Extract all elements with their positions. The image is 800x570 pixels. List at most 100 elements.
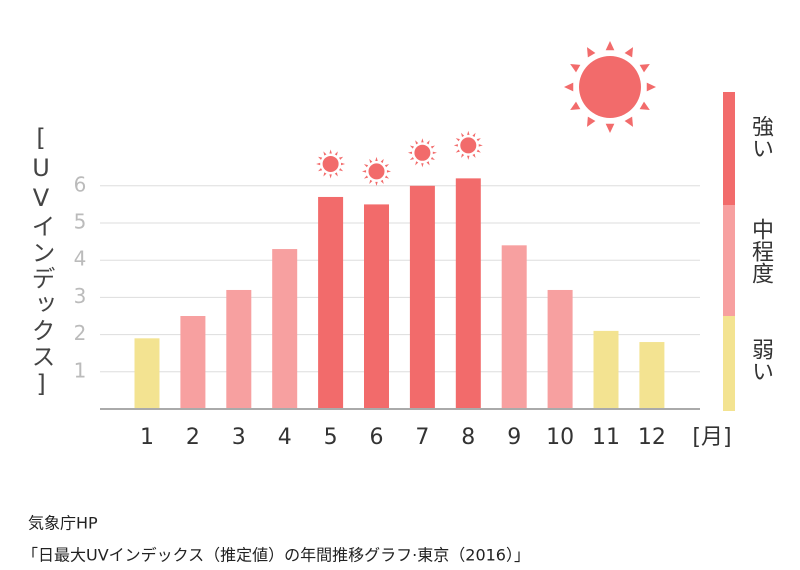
- bar: [180, 316, 206, 409]
- caption: 「日最大UVインデックス（推定値）の年間推移グラフ·東京（2016）」: [22, 546, 530, 565]
- sun-ray: [476, 149, 481, 153]
- sun-ray: [624, 47, 633, 58]
- sun-ray: [639, 64, 650, 73]
- sun-ray: [339, 168, 344, 172]
- sun-ray: [362, 170, 367, 173]
- sun-ray: [334, 172, 338, 177]
- sun-ray: [415, 161, 419, 166]
- sun-ray: [407, 151, 412, 155]
- sun-ray: [363, 164, 369, 168]
- source: 気象庁HP: [28, 514, 98, 533]
- sun-core: [368, 163, 385, 180]
- sun-ray: [380, 158, 384, 163]
- bar: [547, 289, 573, 409]
- sun-ray: [316, 162, 321, 166]
- sun-ray: [587, 47, 596, 58]
- y-tick-label: 1: [74, 358, 87, 382]
- sun-ray: [605, 123, 615, 133]
- sun-ray: [605, 41, 615, 51]
- sun-ray: [334, 151, 338, 156]
- sun-ray: [587, 116, 596, 127]
- sun-core: [579, 56, 641, 118]
- sun-ray: [386, 170, 391, 173]
- sun-ray: [624, 116, 633, 127]
- sun-ray: [455, 138, 460, 142]
- x-tick-label: 7: [415, 425, 429, 450]
- sun-ray: [426, 140, 430, 145]
- legend-label: 弱い: [748, 338, 773, 382]
- y-tick-label: 3: [74, 284, 87, 308]
- sun-ray: [323, 151, 327, 156]
- sun-ray: [384, 175, 390, 179]
- x-tick-label: 6: [370, 425, 384, 450]
- sun-icon: [453, 130, 483, 160]
- sun-ray: [639, 101, 650, 110]
- x-tick-label: 9: [507, 425, 521, 450]
- sun-ray: [467, 155, 470, 160]
- x-tick-label: 11: [592, 425, 620, 450]
- bar: [409, 185, 435, 409]
- sun-icon: [316, 149, 346, 179]
- bar: [593, 330, 619, 409]
- sun-ray: [564, 82, 574, 92]
- sun-ray: [318, 156, 323, 160]
- sun-ray: [375, 156, 378, 161]
- bar: [639, 342, 665, 409]
- x-tick-label: 2: [186, 425, 200, 450]
- sun-ray: [478, 144, 483, 147]
- y-tick-label: 2: [74, 321, 87, 345]
- sun-ray: [461, 132, 465, 137]
- bar: [272, 249, 298, 409]
- sun-ray: [476, 138, 481, 142]
- bar: [364, 204, 389, 409]
- sun-ray: [461, 153, 465, 158]
- sun-ray: [415, 140, 419, 145]
- sun-ray: [570, 101, 581, 110]
- legend-swatch: [723, 205, 735, 316]
- sun-core: [414, 144, 431, 161]
- sun-ray: [430, 156, 435, 161]
- sun-ray: [421, 138, 424, 143]
- y-tick-label: 5: [74, 210, 87, 234]
- bar: [455, 178, 481, 409]
- x-tick-label: 5: [324, 425, 338, 450]
- sun-ray: [369, 158, 373, 163]
- sun-ray: [323, 172, 327, 177]
- sun-ray: [430, 145, 435, 149]
- sun-ray: [375, 181, 378, 186]
- sun-ray: [453, 144, 458, 147]
- y-tick-label: 6: [74, 172, 87, 196]
- sun-ray: [432, 151, 437, 155]
- sun-ray: [329, 174, 332, 179]
- x-axis-label: [月]: [692, 425, 731, 450]
- bar: [134, 338, 160, 409]
- sun-ray: [369, 179, 373, 184]
- legend-swatch: [723, 316, 735, 411]
- y-axis-label: [UVインデックス]: [27, 124, 55, 400]
- sun-ray: [455, 149, 460, 153]
- legend-label: 強い: [748, 115, 773, 159]
- sun-ray: [646, 82, 656, 92]
- sun-ray: [341, 162, 346, 166]
- legend-swatch: [723, 92, 735, 205]
- y-tick-label: 4: [74, 247, 87, 271]
- x-tick-label: 4: [278, 425, 292, 450]
- sun-ray: [363, 175, 369, 179]
- x-tick-label: 1: [140, 425, 154, 450]
- sun-ray: [380, 179, 384, 184]
- bar: [226, 289, 252, 409]
- sun-ray: [421, 163, 424, 168]
- sun-icon: [362, 156, 391, 186]
- sun-ray: [472, 132, 476, 137]
- legend-label: 中程度: [748, 218, 774, 284]
- sun-ray: [409, 145, 414, 149]
- sun-core: [322, 155, 339, 172]
- x-tick-label: 8: [461, 425, 475, 450]
- sun-ray: [467, 130, 470, 135]
- sun-ray: [426, 161, 430, 166]
- bar: [318, 196, 344, 409]
- sun-ray: [339, 156, 344, 160]
- sun-ray: [318, 168, 323, 172]
- sun-icon: [407, 138, 437, 168]
